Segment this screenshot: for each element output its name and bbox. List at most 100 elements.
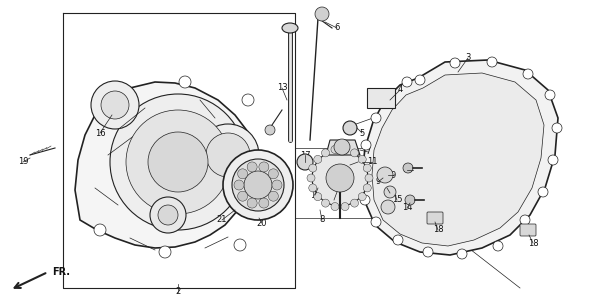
Circle shape <box>247 198 257 208</box>
Circle shape <box>268 191 278 201</box>
Circle shape <box>545 90 555 100</box>
Circle shape <box>363 164 371 172</box>
Circle shape <box>350 149 359 157</box>
Circle shape <box>493 241 503 251</box>
Circle shape <box>548 155 558 165</box>
Circle shape <box>343 121 357 135</box>
Text: 16: 16 <box>94 129 105 138</box>
Circle shape <box>384 186 396 198</box>
FancyBboxPatch shape <box>520 224 536 236</box>
Circle shape <box>268 169 278 179</box>
Circle shape <box>179 76 191 88</box>
Text: 2: 2 <box>175 287 181 296</box>
Circle shape <box>360 195 370 205</box>
Circle shape <box>450 58 460 68</box>
Text: 8: 8 <box>319 216 324 225</box>
Circle shape <box>94 224 106 236</box>
Text: 15: 15 <box>392 196 402 204</box>
Circle shape <box>357 167 367 177</box>
Text: 18: 18 <box>432 225 443 234</box>
Circle shape <box>315 7 329 21</box>
Circle shape <box>341 203 349 211</box>
Circle shape <box>265 125 275 135</box>
Circle shape <box>252 169 264 181</box>
Text: 12: 12 <box>402 166 412 175</box>
Circle shape <box>314 193 322 201</box>
Circle shape <box>363 184 371 192</box>
Circle shape <box>423 247 433 257</box>
Circle shape <box>234 239 246 251</box>
Circle shape <box>322 199 329 207</box>
Circle shape <box>393 235 403 245</box>
FancyBboxPatch shape <box>427 212 443 224</box>
Circle shape <box>331 145 339 154</box>
Circle shape <box>307 174 315 182</box>
Circle shape <box>358 193 366 201</box>
Circle shape <box>309 164 317 172</box>
Circle shape <box>415 75 425 85</box>
Circle shape <box>358 155 366 163</box>
Circle shape <box>101 91 129 119</box>
Circle shape <box>238 191 248 201</box>
Circle shape <box>371 113 381 123</box>
Circle shape <box>552 123 562 133</box>
Circle shape <box>259 162 269 172</box>
Circle shape <box>350 199 359 207</box>
Text: 19: 19 <box>18 157 28 166</box>
Circle shape <box>159 246 171 258</box>
Circle shape <box>487 57 497 67</box>
Circle shape <box>377 167 393 183</box>
Circle shape <box>297 154 313 170</box>
Text: 5: 5 <box>359 129 365 138</box>
Text: 20: 20 <box>257 219 267 228</box>
Text: 11: 11 <box>367 157 377 166</box>
Polygon shape <box>372 73 544 246</box>
Text: 9: 9 <box>391 170 396 179</box>
Circle shape <box>259 198 269 208</box>
Text: FR.: FR. <box>52 267 70 277</box>
Ellipse shape <box>110 94 246 230</box>
Circle shape <box>385 92 395 102</box>
Circle shape <box>312 150 368 206</box>
Text: 18: 18 <box>527 238 538 247</box>
Circle shape <box>457 249 467 259</box>
Ellipse shape <box>126 110 230 214</box>
Text: 11: 11 <box>353 157 363 166</box>
Circle shape <box>244 171 272 199</box>
Circle shape <box>150 197 186 233</box>
Polygon shape <box>75 82 255 248</box>
Ellipse shape <box>282 23 298 33</box>
Circle shape <box>371 217 381 227</box>
Circle shape <box>91 81 139 129</box>
Circle shape <box>232 159 284 211</box>
Circle shape <box>403 163 413 173</box>
Circle shape <box>331 203 339 211</box>
Circle shape <box>223 150 293 220</box>
Circle shape <box>361 140 371 150</box>
Text: 4: 4 <box>398 85 402 95</box>
Text: 9: 9 <box>375 178 381 187</box>
Text: 11: 11 <box>310 191 320 200</box>
Circle shape <box>405 195 415 205</box>
Circle shape <box>247 162 257 172</box>
Circle shape <box>234 180 244 190</box>
Circle shape <box>341 145 349 154</box>
Circle shape <box>314 155 322 163</box>
Text: 3: 3 <box>466 54 471 63</box>
Circle shape <box>322 149 329 157</box>
Text: 6: 6 <box>335 23 340 33</box>
Circle shape <box>523 69 533 79</box>
Circle shape <box>242 94 254 106</box>
Circle shape <box>334 139 350 155</box>
Text: 10: 10 <box>329 196 339 204</box>
Circle shape <box>158 205 178 225</box>
Circle shape <box>520 215 530 225</box>
Circle shape <box>148 132 208 192</box>
Circle shape <box>238 169 248 179</box>
Ellipse shape <box>197 124 259 186</box>
Circle shape <box>402 77 412 87</box>
Ellipse shape <box>206 133 250 177</box>
Text: 13: 13 <box>277 83 287 92</box>
Text: 17: 17 <box>300 150 310 160</box>
Circle shape <box>272 180 282 190</box>
